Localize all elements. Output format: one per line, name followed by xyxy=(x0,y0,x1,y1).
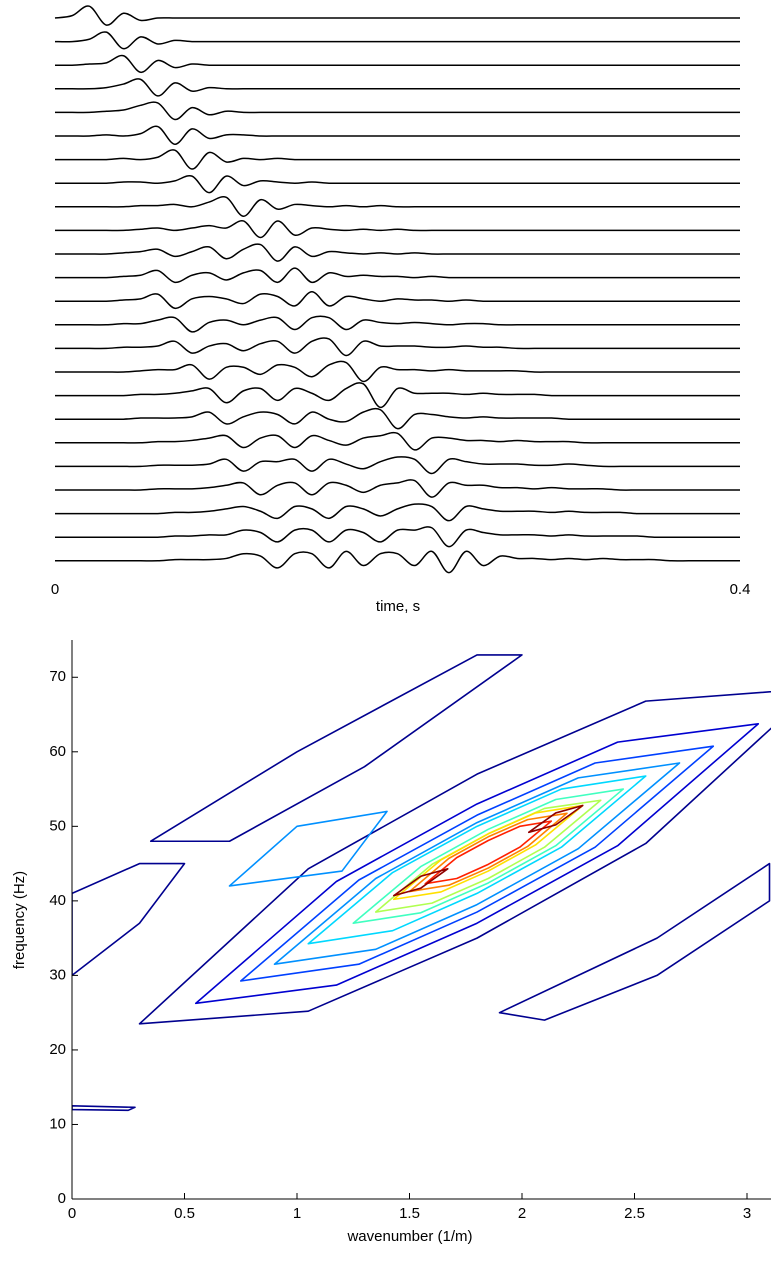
contour-line xyxy=(228,810,388,887)
x-axis-label: time, s xyxy=(376,598,420,615)
contour-line xyxy=(307,775,647,945)
trace xyxy=(54,78,740,97)
plot-area xyxy=(72,654,771,1112)
trace xyxy=(54,196,740,217)
trace xyxy=(55,220,740,239)
trace xyxy=(55,174,740,194)
contour-line xyxy=(239,745,715,982)
x-tick-label: 0 xyxy=(51,581,59,598)
contour-line xyxy=(194,723,760,1005)
x-tick-label: 0.5 xyxy=(174,1205,195,1222)
y-tick-label: 20 xyxy=(49,1041,66,1058)
trace xyxy=(54,149,740,170)
x-tick-label: 3 xyxy=(743,1205,751,1222)
x-tick-label: 2.5 xyxy=(624,1205,645,1222)
contour-line xyxy=(424,820,553,885)
y-tick-label: 60 xyxy=(49,743,66,760)
trace xyxy=(54,31,740,50)
x-tick-label: 0.4 xyxy=(730,581,751,598)
trace xyxy=(55,101,740,121)
y-tick-label: 10 xyxy=(49,1115,66,1132)
trace xyxy=(54,503,740,522)
trace xyxy=(55,382,740,409)
y-axis-label: frequency (Hz) xyxy=(11,871,28,969)
trace xyxy=(55,125,740,146)
contour-line xyxy=(273,762,681,966)
x-tick-label: 1 xyxy=(293,1205,301,1222)
y-tick-label: 0 xyxy=(58,1190,66,1207)
trace xyxy=(55,267,740,284)
trace xyxy=(54,315,740,333)
y-tick-label: 70 xyxy=(49,668,66,685)
trace xyxy=(54,54,740,74)
contour-line xyxy=(138,690,771,1025)
y-tick-label: 40 xyxy=(49,892,66,909)
contour-line xyxy=(498,862,771,1021)
trace xyxy=(54,291,740,310)
trace xyxy=(55,337,740,357)
contour-line xyxy=(352,788,625,925)
x-axis-label: wavenumber (1/m) xyxy=(346,1228,472,1245)
trace xyxy=(54,5,740,26)
trace xyxy=(54,550,740,574)
contour-line xyxy=(149,654,523,843)
y-tick-label: 30 xyxy=(49,966,66,983)
x-tick-label: 2 xyxy=(518,1205,526,1222)
y-tick-label: 50 xyxy=(49,817,66,834)
contour-line xyxy=(392,868,449,897)
trace xyxy=(55,243,740,262)
contour-line xyxy=(72,1105,136,1112)
x-tick-label: 0 xyxy=(68,1205,76,1222)
trace xyxy=(55,479,740,498)
trace xyxy=(55,360,740,383)
x-tick-label: 1.5 xyxy=(399,1205,420,1222)
contour-line xyxy=(408,812,568,893)
trace xyxy=(55,526,740,548)
trace xyxy=(54,456,740,475)
contour-line xyxy=(72,862,186,977)
trace xyxy=(54,431,740,451)
trace xyxy=(55,407,741,430)
contour-line xyxy=(527,804,584,834)
